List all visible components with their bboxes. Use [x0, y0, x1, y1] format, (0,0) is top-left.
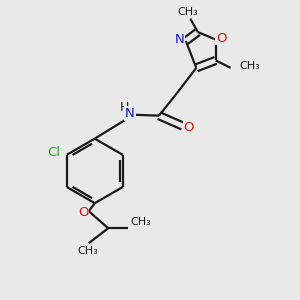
Text: O: O	[216, 32, 226, 45]
Text: N: N	[174, 33, 184, 46]
Text: N: N	[125, 107, 135, 120]
Text: CH₃: CH₃	[130, 217, 151, 227]
Text: CH₃: CH₃	[77, 246, 98, 256]
Text: CH₃: CH₃	[177, 7, 198, 17]
Text: CH₃: CH₃	[240, 61, 260, 71]
Text: O: O	[78, 206, 89, 219]
Text: Cl: Cl	[47, 146, 60, 160]
Text: H: H	[119, 100, 129, 113]
Text: O: O	[184, 121, 194, 134]
